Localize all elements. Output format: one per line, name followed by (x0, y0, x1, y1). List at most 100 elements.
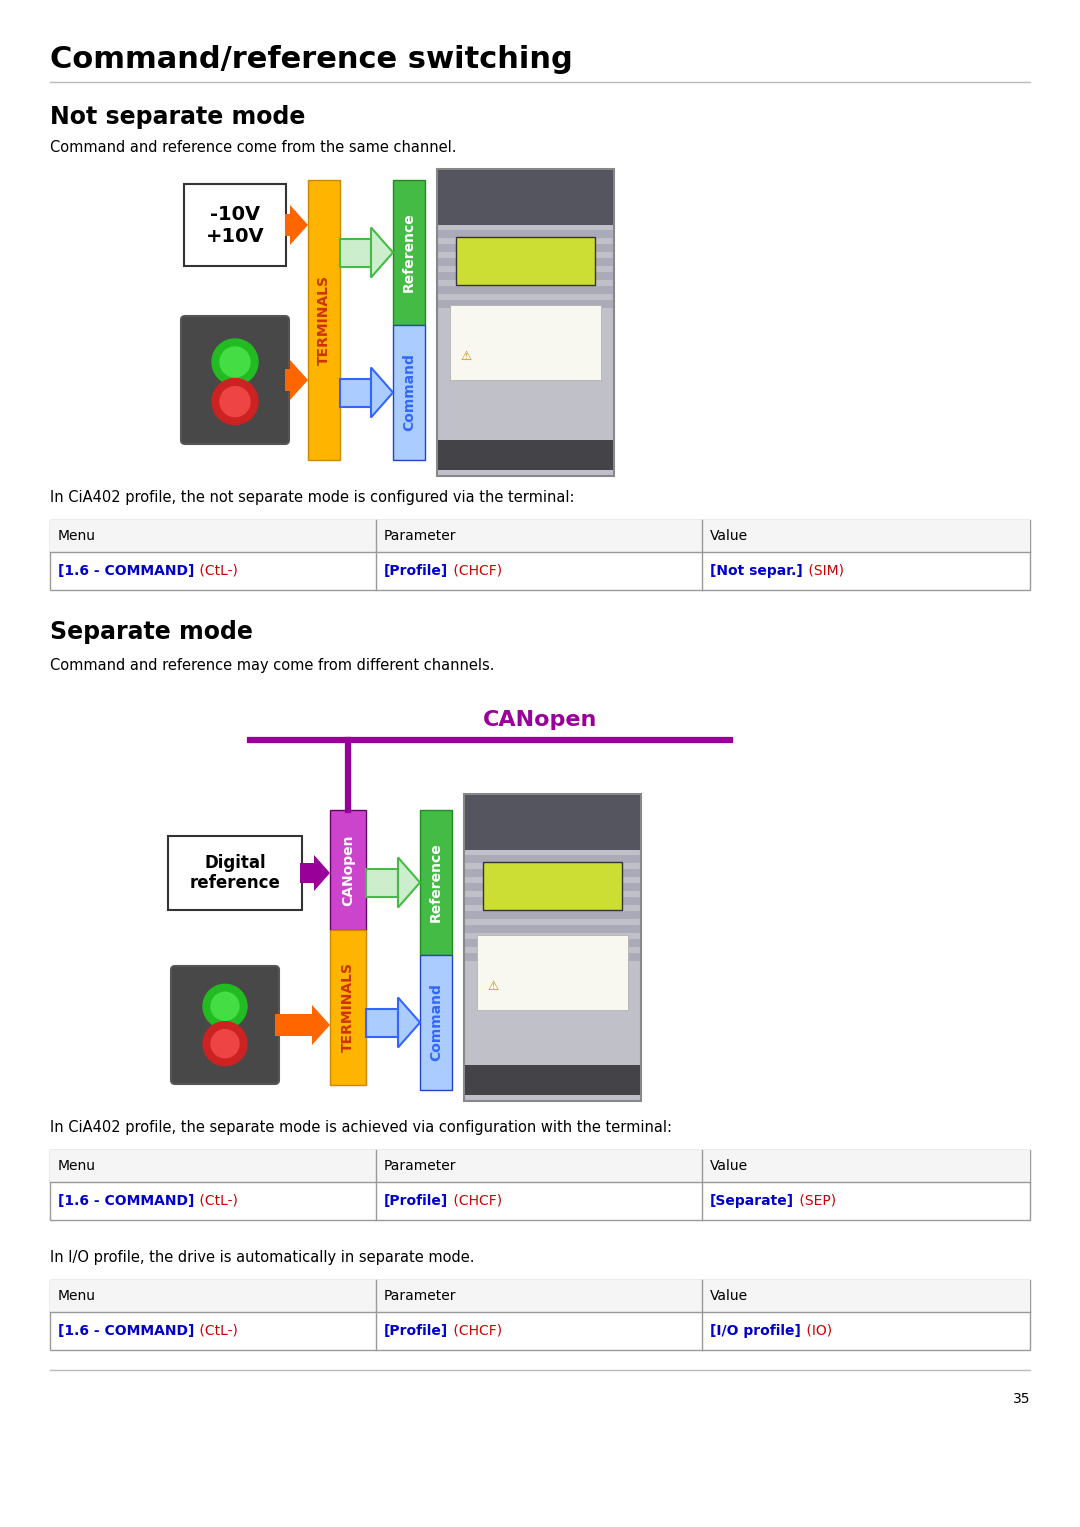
Polygon shape (399, 997, 420, 1048)
Bar (420, 954, 453, 1090)
Text: [1.6 - COMMAND]: [1.6 - COMMAND] (58, 563, 194, 579)
Bar (438, 272, 613, 279)
Bar (465, 869, 640, 876)
Bar (300, 863, 314, 883)
Text: (CHCF): (CHCF) (449, 1324, 502, 1338)
Bar (477, 935, 627, 1009)
Bar (465, 896, 640, 906)
Text: 35: 35 (1013, 1393, 1030, 1406)
Circle shape (211, 1029, 239, 1058)
Bar (330, 930, 366, 1086)
Text: Command: Command (429, 983, 443, 1061)
Text: (CHCF): (CHCF) (449, 563, 502, 579)
Polygon shape (291, 360, 308, 400)
Bar (465, 912, 640, 919)
Polygon shape (372, 228, 393, 278)
Bar (438, 244, 613, 252)
Polygon shape (399, 858, 420, 907)
Bar (308, 180, 340, 460)
Bar (465, 953, 640, 960)
Bar (438, 258, 613, 266)
Bar (330, 809, 366, 930)
Polygon shape (312, 1005, 330, 1044)
Text: (CHCF): (CHCF) (449, 1194, 502, 1208)
Text: [Profile]: [Profile] (384, 1324, 448, 1338)
Circle shape (203, 985, 247, 1028)
Text: CANopen: CANopen (483, 710, 597, 730)
Bar (50, 1280, 1030, 1350)
Text: Value: Value (710, 528, 748, 544)
Text: Reference: Reference (402, 212, 416, 292)
Bar (483, 863, 622, 910)
Bar (393, 325, 426, 460)
Bar (366, 869, 399, 896)
Text: Value: Value (710, 1289, 748, 1303)
Bar (456, 237, 595, 286)
Text: Menu: Menu (58, 1289, 96, 1303)
Polygon shape (291, 205, 308, 244)
Circle shape (212, 379, 258, 425)
Text: In I/O profile, the drive is automatically in separate mode.: In I/O profile, the drive is automatical… (50, 1251, 474, 1264)
Polygon shape (314, 855, 330, 890)
Bar (465, 883, 640, 890)
Text: ⚠: ⚠ (487, 980, 498, 993)
Text: [1.6 - COMMAND]: [1.6 - COMMAND] (58, 1194, 194, 1208)
Circle shape (203, 1022, 247, 1066)
Text: ⚠: ⚠ (460, 350, 471, 363)
Text: In CiA402 profile, the not separate mode is configured via the terminal:: In CiA402 profile, the not separate mode… (50, 490, 575, 505)
Text: -10V
+10V: -10V +10V (205, 205, 265, 246)
Text: (CtL-): (CtL-) (195, 563, 239, 579)
Bar (438, 299, 613, 308)
Text: TERMINALS: TERMINALS (318, 275, 330, 365)
Text: [I/O profile]: [I/O profile] (710, 1324, 801, 1338)
Bar (285, 370, 291, 391)
Text: (CtL-): (CtL-) (195, 1324, 239, 1338)
FancyBboxPatch shape (168, 835, 302, 910)
Bar (366, 1008, 399, 1037)
Text: [Profile]: [Profile] (384, 563, 448, 579)
Bar (50, 521, 1030, 589)
Text: [1.6 - COMMAND]: [1.6 - COMMAND] (58, 1324, 194, 1338)
Bar (438, 231, 613, 238)
Text: Command and reference may come from different channels.: Command and reference may come from diff… (50, 658, 495, 673)
FancyBboxPatch shape (437, 169, 615, 476)
Bar (50, 521, 1030, 551)
Bar (465, 925, 640, 933)
FancyBboxPatch shape (464, 794, 642, 1101)
Text: (IO): (IO) (801, 1324, 832, 1338)
Bar (438, 440, 613, 470)
Text: (CtL-): (CtL-) (195, 1194, 239, 1208)
FancyBboxPatch shape (181, 316, 289, 444)
Bar (285, 214, 291, 237)
Bar (50, 1150, 1030, 1220)
Bar (50, 1280, 1030, 1312)
Text: (SEP): (SEP) (795, 1194, 836, 1208)
Text: Reference: Reference (429, 843, 443, 922)
Bar (438, 169, 613, 224)
FancyBboxPatch shape (171, 967, 279, 1084)
Text: TERMINALS: TERMINALS (341, 962, 355, 1052)
Bar (275, 1014, 312, 1035)
Text: [Separate]: [Separate] (710, 1194, 794, 1208)
Text: Value: Value (710, 1159, 748, 1173)
Bar (450, 305, 600, 380)
Polygon shape (372, 368, 393, 417)
Bar (465, 855, 640, 863)
Bar (50, 1150, 1030, 1182)
Circle shape (220, 386, 249, 417)
Text: Command/reference switching: Command/reference switching (50, 44, 572, 73)
Bar (465, 1064, 640, 1095)
Bar (340, 238, 372, 267)
Text: (SIM): (SIM) (804, 563, 843, 579)
Text: Separate mode: Separate mode (50, 620, 253, 644)
Bar (340, 379, 372, 406)
Circle shape (212, 339, 258, 385)
Text: Digital
reference: Digital reference (190, 854, 281, 892)
Circle shape (211, 993, 239, 1020)
Text: Not separate mode: Not separate mode (50, 105, 306, 128)
Text: Menu: Menu (58, 528, 96, 544)
Text: CANopen: CANopen (341, 834, 355, 906)
Text: Command: Command (402, 354, 416, 432)
Bar (438, 286, 613, 295)
Bar (465, 939, 640, 947)
